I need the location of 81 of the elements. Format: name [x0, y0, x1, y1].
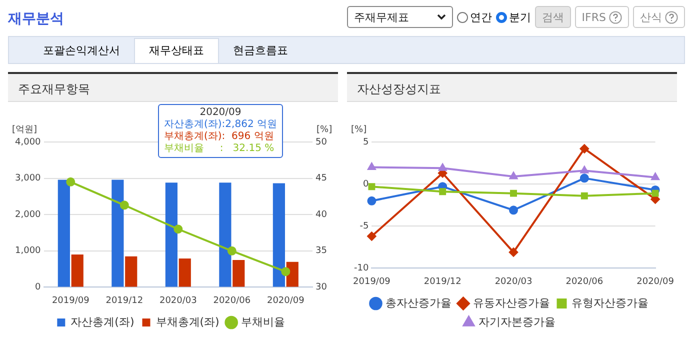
x-tick-label: 2020/06	[566, 276, 604, 287]
point	[281, 267, 290, 276]
point	[368, 183, 376, 190]
y-tick-label: 0	[362, 179, 369, 190]
annotation: 부채비율 : 32.15 %	[164, 143, 276, 155]
point	[438, 164, 447, 171]
x-tick-label: 2020/09	[266, 296, 305, 306]
legend-label: 유형자산증가율	[571, 296, 648, 310]
point	[651, 172, 660, 180]
x-tick-label: 2019/09	[52, 296, 90, 306]
y-tick-label: 1,000	[15, 246, 42, 256]
text: 주재무제표	[346, 6, 453, 28]
legend-label: 부채비율	[240, 315, 285, 328]
text: 검색	[534, 6, 571, 28]
text: 분기	[508, 10, 531, 24]
y-tick-label: -5	[360, 221, 369, 232]
text: 자산총계(좌):2,862 억원	[164, 119, 277, 131]
y2-axis-title: [%]	[316, 124, 332, 135]
text: 2020/09	[198, 107, 242, 119]
x-tick-label: 2019/12	[106, 296, 144, 306]
point	[509, 248, 518, 257]
bar	[272, 183, 285, 287]
point	[66, 177, 76, 186]
x-tick-label: 2020/06	[213, 296, 251, 306]
point	[120, 200, 129, 210]
bar	[58, 180, 70, 287]
text: 연간	[468, 10, 492, 24]
y-tick-label: 2,000	[15, 210, 42, 220]
point	[509, 172, 518, 180]
y-axis-title: [%]	[351, 124, 367, 135]
y-tick-label: 0	[35, 282, 42, 293]
point	[227, 246, 236, 256]
bar	[112, 180, 124, 287]
x-tick-label: 2020/09	[636, 276, 674, 287]
bar	[178, 258, 191, 287]
bar	[232, 260, 245, 287]
legend-label: 자산총계(좌)	[70, 315, 134, 328]
y-tick-label: 4,000	[15, 137, 42, 148]
bar	[286, 262, 298, 287]
legend-label: 총자산증가율	[385, 296, 452, 310]
point	[509, 206, 518, 215]
y2-tick-label: 35	[316, 246, 327, 256]
x-tick-label: 2020/03	[494, 276, 532, 287]
chart-title: 주요재무항목	[8, 72, 338, 102]
point	[510, 190, 517, 197]
y2-tick-label: 40	[316, 210, 328, 220]
x-tick-label: 2019/09	[353, 276, 391, 287]
point	[580, 192, 588, 200]
text: 포괄손익계산서	[42, 43, 121, 59]
text: 산식	[633, 6, 685, 28]
x-tick-label: 2019/12	[424, 276, 462, 287]
point	[580, 144, 589, 154]
bar	[219, 182, 232, 287]
text: IFRS	[574, 6, 629, 28]
y-tick-label: -10	[354, 264, 369, 274]
legend-label: 자기자본증가율	[478, 315, 556, 328]
x-tick-label: 2020/03	[159, 296, 197, 306]
text: 재무상태표	[134, 38, 219, 63]
point	[367, 232, 376, 241]
y-tick-label: 5	[362, 137, 369, 148]
bar	[165, 182, 178, 287]
point	[652, 190, 659, 197]
point	[580, 174, 589, 183]
y2-tick-label: 45	[316, 174, 327, 184]
y2-tick-label: 50	[316, 137, 328, 148]
bar	[125, 256, 138, 287]
point	[580, 166, 588, 174]
y-axis-title: [억원]	[12, 124, 38, 135]
point	[174, 224, 183, 234]
y2-tick-label: 30	[316, 282, 328, 293]
point	[367, 196, 376, 206]
text: 재무분석	[8, 10, 64, 28]
point	[439, 188, 446, 196]
y-tick-label: 3,000	[15, 174, 42, 184]
bar	[71, 254, 84, 287]
point	[368, 162, 376, 170]
legend-label: 부채총계(좌)	[156, 315, 220, 328]
chart-title: 자산성장성지표	[347, 72, 677, 102]
legend-label: 유동자산증가율	[472, 296, 550, 310]
text: 현금흐름표	[232, 43, 289, 59]
text: 부채총계(좌): 696 억원	[164, 131, 275, 143]
